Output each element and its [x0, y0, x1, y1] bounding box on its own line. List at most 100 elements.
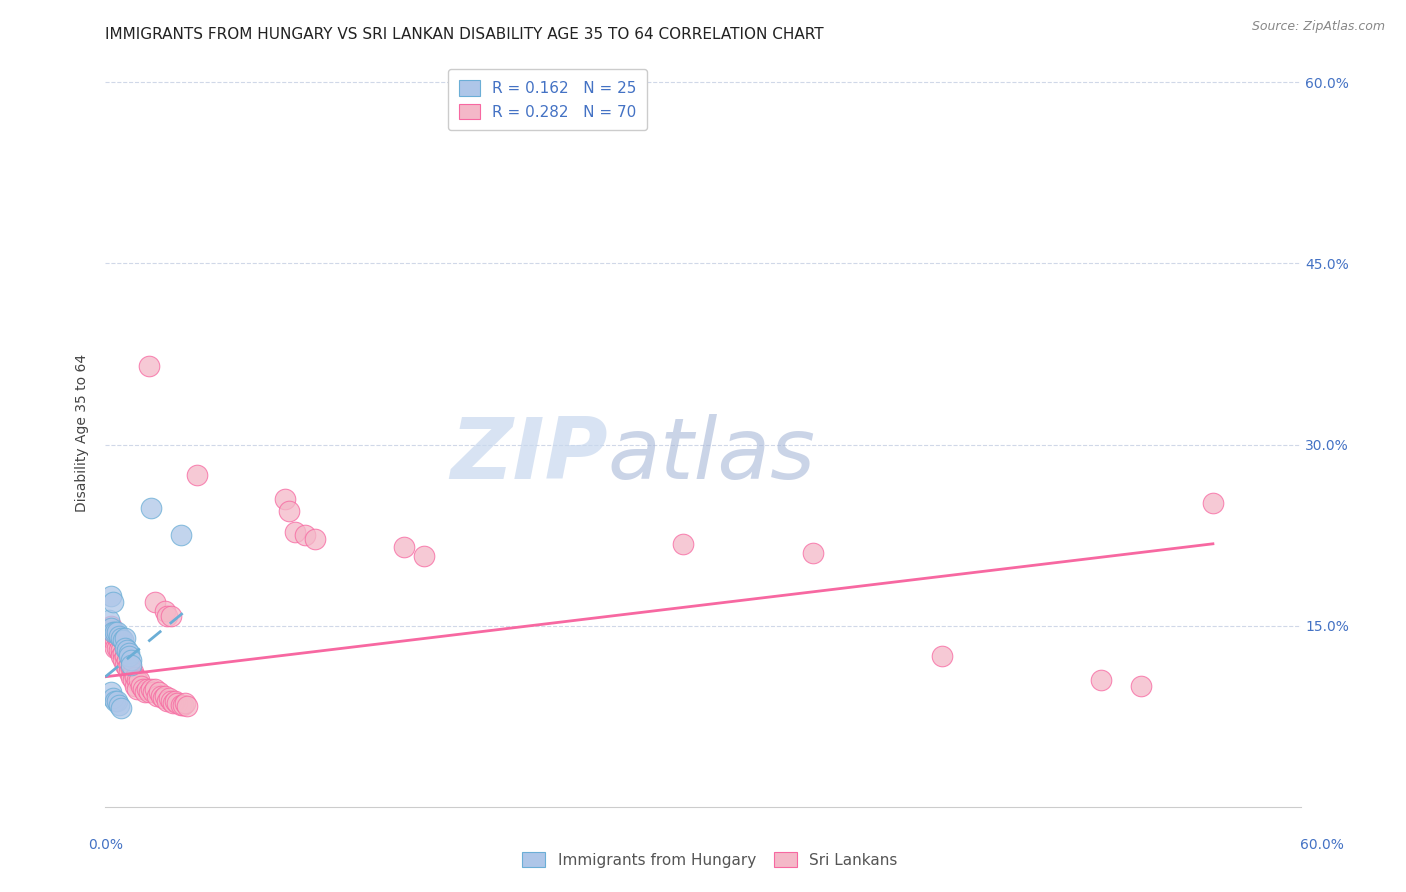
Point	[104, 640, 127, 655]
Point	[392, 541, 416, 555]
Point	[413, 549, 436, 563]
Point	[124, 670, 146, 684]
Point	[118, 646, 141, 660]
Point	[100, 631, 122, 645]
Point	[160, 609, 183, 624]
Point	[931, 649, 953, 664]
Point	[153, 689, 177, 703]
Point	[120, 661, 142, 675]
Point	[104, 625, 127, 640]
Point	[108, 643, 131, 657]
Point	[1090, 673, 1112, 688]
Point	[112, 653, 135, 667]
Point	[110, 701, 132, 715]
Text: ZIP: ZIP	[450, 414, 607, 497]
Point	[112, 633, 135, 648]
Point	[136, 681, 159, 696]
Point	[132, 681, 155, 696]
Point	[103, 691, 125, 706]
Point	[160, 694, 183, 708]
Point	[98, 613, 121, 627]
Legend: Immigrants from Hungary, Sri Lankans: Immigrants from Hungary, Sri Lankans	[516, 846, 904, 873]
Point	[146, 689, 169, 703]
Point	[108, 633, 131, 648]
Point	[118, 649, 141, 664]
Point	[128, 673, 150, 688]
Point	[138, 359, 160, 373]
Point	[142, 685, 165, 699]
Point	[153, 605, 177, 619]
Point	[98, 621, 121, 635]
Point	[672, 537, 695, 551]
Point	[120, 657, 142, 672]
Point	[150, 689, 173, 703]
Point	[1202, 496, 1225, 510]
Point	[152, 691, 174, 706]
Point	[114, 649, 136, 664]
Point	[129, 680, 153, 694]
Point	[143, 681, 166, 696]
Point	[114, 640, 136, 655]
Point	[117, 643, 139, 657]
Point	[118, 657, 141, 672]
Point	[100, 685, 122, 699]
Point	[104, 633, 127, 648]
Point	[120, 653, 142, 667]
Point	[118, 665, 141, 679]
Point	[127, 673, 149, 688]
Point	[134, 685, 156, 699]
Point	[157, 691, 180, 706]
Point	[156, 694, 179, 708]
Point	[143, 595, 166, 609]
Point	[170, 528, 193, 542]
Legend: R = 0.162   N = 25, R = 0.282   N = 70: R = 0.162 N = 25, R = 0.282 N = 70	[449, 70, 647, 130]
Point	[117, 653, 139, 667]
Y-axis label: Disability Age 35 to 64: Disability Age 35 to 64	[76, 353, 90, 512]
Point	[141, 681, 163, 696]
Point	[124, 680, 146, 694]
Point	[172, 698, 194, 712]
Point	[110, 631, 132, 645]
Point	[112, 646, 135, 660]
Point	[110, 643, 132, 657]
Point	[138, 685, 160, 699]
Point	[110, 649, 132, 664]
Point	[117, 661, 139, 675]
Text: 0.0%: 0.0%	[89, 838, 122, 852]
Text: atlas: atlas	[607, 414, 815, 497]
Point	[108, 629, 131, 643]
Point	[176, 698, 198, 713]
Point	[107, 640, 129, 655]
Point	[107, 631, 129, 645]
Point	[103, 625, 125, 640]
Point	[273, 492, 295, 507]
Point	[103, 595, 125, 609]
Point	[294, 528, 316, 542]
Point	[1130, 680, 1153, 694]
Point	[284, 524, 307, 539]
Point	[148, 685, 170, 699]
Point	[107, 694, 129, 708]
Point	[170, 698, 193, 712]
Point	[156, 609, 179, 624]
Point	[277, 504, 299, 518]
Point	[122, 673, 145, 688]
Point	[127, 681, 149, 696]
Point	[162, 696, 184, 710]
Point	[103, 625, 125, 640]
Point	[120, 670, 142, 684]
Text: IMMIGRANTS FROM HUNGARY VS SRI LANKAN DISABILITY AGE 35 TO 64 CORRELATION CHART: IMMIGRANTS FROM HUNGARY VS SRI LANKAN DI…	[105, 27, 824, 42]
Point	[100, 621, 122, 635]
Point	[304, 532, 326, 546]
Point	[114, 631, 136, 645]
Text: Source: ZipAtlas.com: Source: ZipAtlas.com	[1251, 20, 1385, 33]
Point	[801, 546, 824, 560]
Point	[122, 665, 145, 679]
Point	[166, 696, 188, 710]
Point	[186, 467, 208, 482]
Text: 60.0%: 60.0%	[1299, 838, 1344, 852]
Point	[100, 589, 122, 603]
Point	[141, 500, 163, 515]
Point	[108, 698, 131, 712]
Point	[104, 694, 127, 708]
